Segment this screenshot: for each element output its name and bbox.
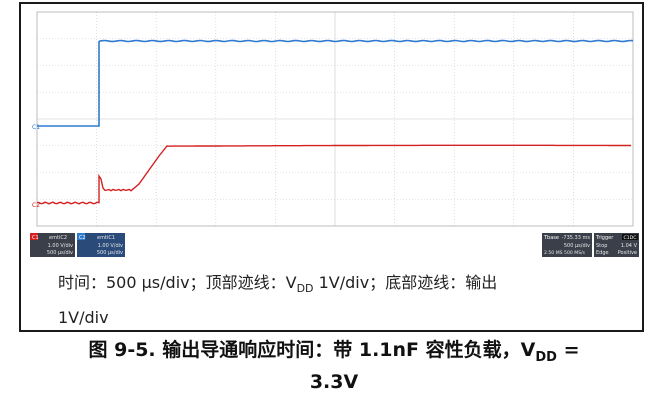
- title-line2: 3.3V: [309, 370, 359, 393]
- timebase-rate: 2.50 MS 500 MS/s: [544, 250, 586, 256]
- ch2-color-tag: [77, 233, 85, 240]
- ch2-info-scale: 1.00 V/div: [98, 243, 123, 249]
- caption-line1-b: 1V/div；底部迹线：输出: [313, 273, 498, 292]
- trigger-level: 1.04 V: [621, 243, 638, 249]
- ch1-info-time: 500 μs/div: [47, 250, 73, 256]
- ch2-info-label: C2: [79, 235, 86, 241]
- title-part-a: 图 9-5. 输出导通响应时间：带 1.1nF 容性负载，V: [88, 339, 536, 361]
- caption-line2: 1V/div: [58, 308, 109, 328]
- ch2-info-time: 500 μs/div: [97, 250, 123, 256]
- grid-border: [36, 11, 634, 227]
- ch1-marker: C1: [32, 124, 40, 131]
- trigger-mode: Stop: [596, 243, 607, 249]
- top-trace-vdd: [37, 39, 634, 127]
- title-sub: DD: [535, 349, 557, 365]
- ch2-info-id: emtiC1: [97, 235, 115, 241]
- figure-frame: C1 C2 C1 emtiC2 1.00 V/div 500 μs/div C2…: [19, 2, 644, 332]
- ch1-info-label: C1: [32, 235, 39, 241]
- trigger-tag: C1DC: [624, 235, 637, 241]
- trigger-label: Trigger: [595, 235, 614, 241]
- figure-caption: 时间：500 μs/div；顶部迹线：VDD 1V/div；底部迹线：输出 1V…: [58, 268, 618, 332]
- ch1-info-scale: 1.00 V/div: [48, 243, 73, 249]
- scope-status-bar: C1 emtiC2 1.00 V/div 500 μs/div C2 emtiC…: [30, 233, 639, 257]
- oscilloscope-screen: C1 C2 C1 emtiC2 1.00 V/div 500 μs/div C2…: [30, 11, 639, 257]
- scope-grid: [36, 11, 634, 227]
- caption-line1-a: 时间：500 μs/div；顶部迹线：V: [58, 273, 297, 292]
- timebase-div: 500 μs/div: [564, 243, 590, 249]
- timebase-label: Tbase: [543, 235, 559, 241]
- bottom-trace-output: [36, 144, 631, 205]
- trigger-slope: Positive: [618, 250, 637, 256]
- timebase-value: -735.33 ms: [562, 235, 591, 241]
- title-part-b: =: [556, 339, 580, 361]
- ch2-marker: C2: [32, 202, 40, 209]
- trigger-type: Edge: [596, 250, 609, 256]
- trigger-tag-box: [622, 234, 638, 240]
- caption-line1-sub: DD: [296, 282, 314, 296]
- figure-title: 图 9-5. 输出导通响应时间：带 1.1nF 容性负载，VDD = 3.3V: [0, 338, 668, 395]
- ch1-info-id: emtiC2: [49, 235, 67, 241]
- timebase-box: [542, 233, 592, 257]
- ch1-color-tag: [30, 233, 38, 240]
